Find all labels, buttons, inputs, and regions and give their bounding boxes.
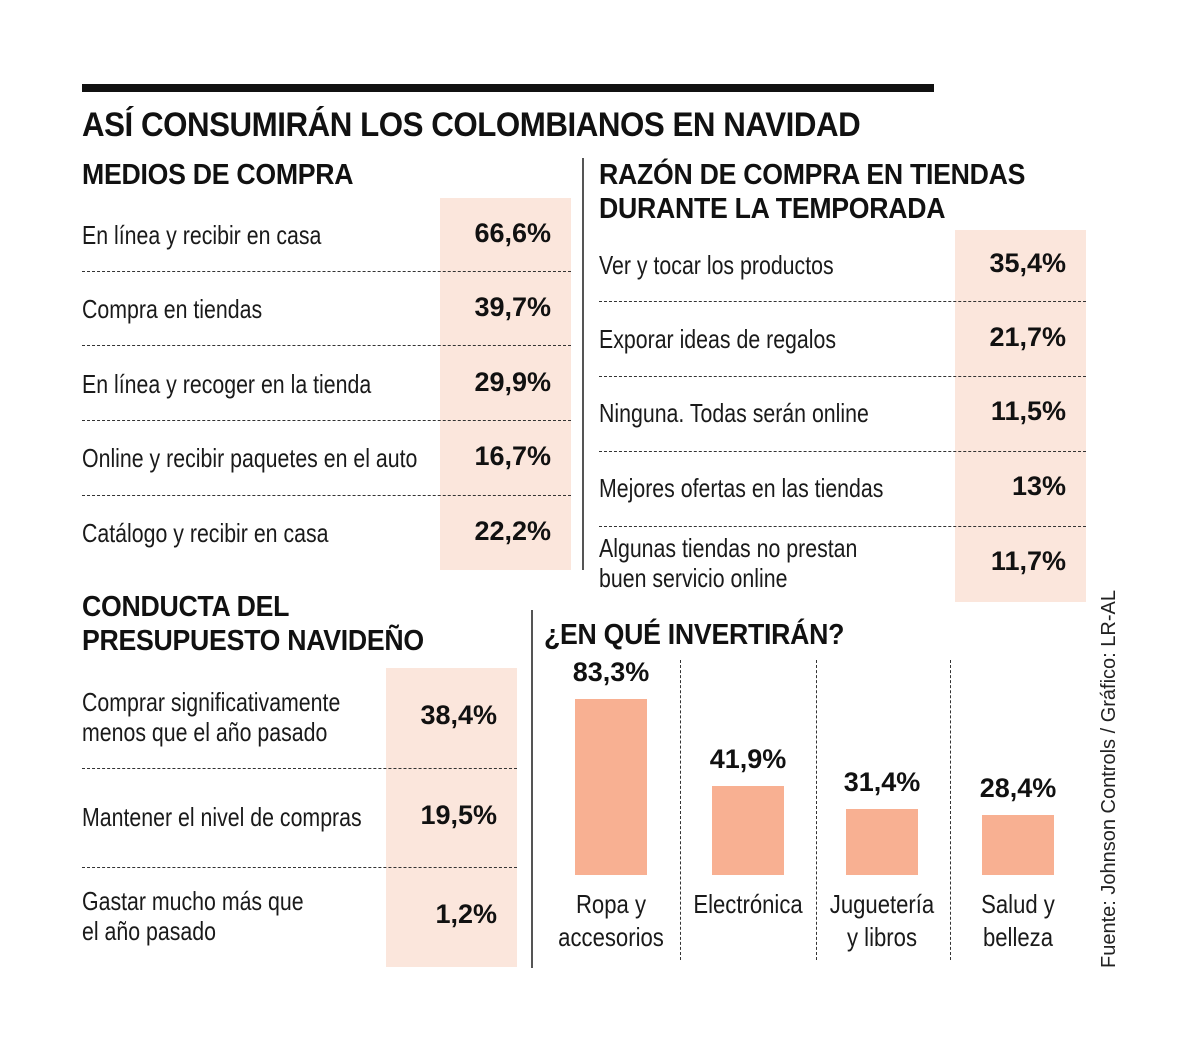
row-label: Gastar mucho más que el año pasado [82,886,304,946]
divider-vertical-bottom [531,610,533,968]
table-row: En línea y recibir en casa 66,6% [82,205,571,265]
row-label: Exporar ideas de regalos [599,324,837,354]
table-row: Exporar ideas de regalos 21,7% [599,309,1086,369]
row-label-line: Comprar significativamente [82,687,341,717]
row-label: Algunas tiendas no prestan buen servicio … [599,533,857,593]
row-value: 29,9% [474,367,551,397]
row-divider [82,495,571,496]
row-value: 35,4% [989,248,1066,278]
table-row: Mejores ofertas en las tiendas 13% [599,458,1086,518]
row-label: Ver y tocar los productos [599,250,834,280]
row-label-line: el año pasado [82,916,216,946]
row-divider [82,867,517,868]
medios-title: MEDIOS DE COMPRA [82,159,354,191]
conducta-title-line2: PRESUPUESTO NAVIDEÑO [82,625,424,657]
table-row: Compra en tiendas 39,7% [82,279,571,339]
row-label: Online y recibir paquetes en el auto [82,443,418,473]
row-value: 11,7% [990,546,1066,576]
bar-category-label: Electrónica [680,888,816,921]
chart-title: ¿EN QUÉ INVERTIRÁN? [544,619,845,651]
category-label-line: Ropa y [575,889,647,919]
bar-3 [982,814,1054,875]
category-label-line: Juguetería [829,889,935,919]
row-divider [82,768,517,769]
category-label-line: accesorios [558,922,664,952]
table-row: Algunas tiendas no prestan buen servicio … [599,533,1086,593]
row-label: Catálogo y recibir en casa [82,518,329,548]
row-value: 19,5% [420,800,497,830]
row-value: 11,5% [990,396,1066,426]
row-label: Ninguna. Todas serán online [599,398,869,428]
category-label-line: y libros [846,922,917,952]
table-row: Comprar significativamente menos que el a… [82,687,517,747]
divider-vertical-top [582,158,584,570]
row-label: En línea y recoger en la tienda [82,369,372,399]
row-label-line: Algunas tiendas no prestan [599,533,858,563]
row-divider [599,526,1086,527]
row-label: Mantener el nivel de compras [82,802,362,832]
table-row: Gastar mucho más que el año pasado 1,2% [82,886,517,946]
razon-value-column [955,230,1086,602]
razon-title-line2: DURANTE LA TEMPORADA [599,193,946,225]
bar-1 [712,786,784,875]
row-value: 21,7% [989,322,1066,352]
row-divider [82,420,571,421]
row-label-line: buen servicio online [599,563,788,593]
row-divider [82,345,571,346]
bar-value-label: 28,4% [979,772,1057,803]
row-value: 39,7% [474,292,551,322]
conducta-value-column [386,668,517,967]
source-credit: Fuente: Johnson Controls / Gráfico: LR-A… [1098,590,1120,968]
row-label-line: Gastar mucho más que [82,886,304,916]
row-divider [599,451,1086,452]
row-value: 1,2% [435,899,497,929]
row-value: 66,6% [474,218,551,248]
category-divider [816,660,817,960]
category-divider [680,660,681,960]
category-label-line: belleza [982,922,1054,952]
razon-title-line1: RAZÓN DE COMPRA EN TIENDAS [599,159,1026,191]
row-label: En línea y recibir en casa [82,220,322,250]
medios-value-column [440,198,571,570]
bar-category-label: Juguetería y libros [814,888,950,954]
row-divider [82,271,571,272]
row-label-line: menos que el año pasado [82,717,328,747]
table-row: Online y recibir paquetes en el auto 16,7… [82,428,571,488]
row-label: Comprar significativamente menos que el a… [82,687,340,747]
row-label: Compra en tiendas [82,294,263,324]
row-label: Mejores ofertas en las tiendas [599,473,884,503]
page-title: ASÍ CONSUMIRÁN LOS COLOMBIANOS EN NAVIDA… [82,106,861,144]
bar-category-label: Salud y belleza [950,888,1086,954]
top-rule [82,84,934,92]
conducta-title-line1: CONDUCTA DEL [82,591,290,623]
table-row: Ninguna. Todas serán online 11,5% [599,383,1086,443]
row-value: 13% [1011,471,1066,501]
table-row: En línea y recoger en la tienda 29,9% [82,354,571,414]
category-label-line: Salud y [981,889,1055,919]
category-divider [950,660,951,960]
category-label-line: Electrónica [693,889,803,919]
table-row: Catálogo y recibir en casa 22,2% [82,503,571,563]
row-value: 38,4% [420,700,497,730]
row-value: 22,2% [474,516,551,546]
row-divider [599,301,1086,302]
bar-value-label: 41,9% [709,744,787,775]
bar-value-label: 83,3% [572,657,650,687]
row-divider [599,376,1086,377]
bar-category-label: Ropa y accesorios [543,888,679,954]
bar-0 [575,699,647,875]
table-row: Ver y tocar los productos 35,4% [599,235,1086,295]
bar-2 [846,808,918,875]
row-value: 16,7% [474,441,551,471]
bar-value-label: 31,4% [843,766,921,797]
table-row: Mantener el nivel de compras 19,5% [82,787,517,847]
